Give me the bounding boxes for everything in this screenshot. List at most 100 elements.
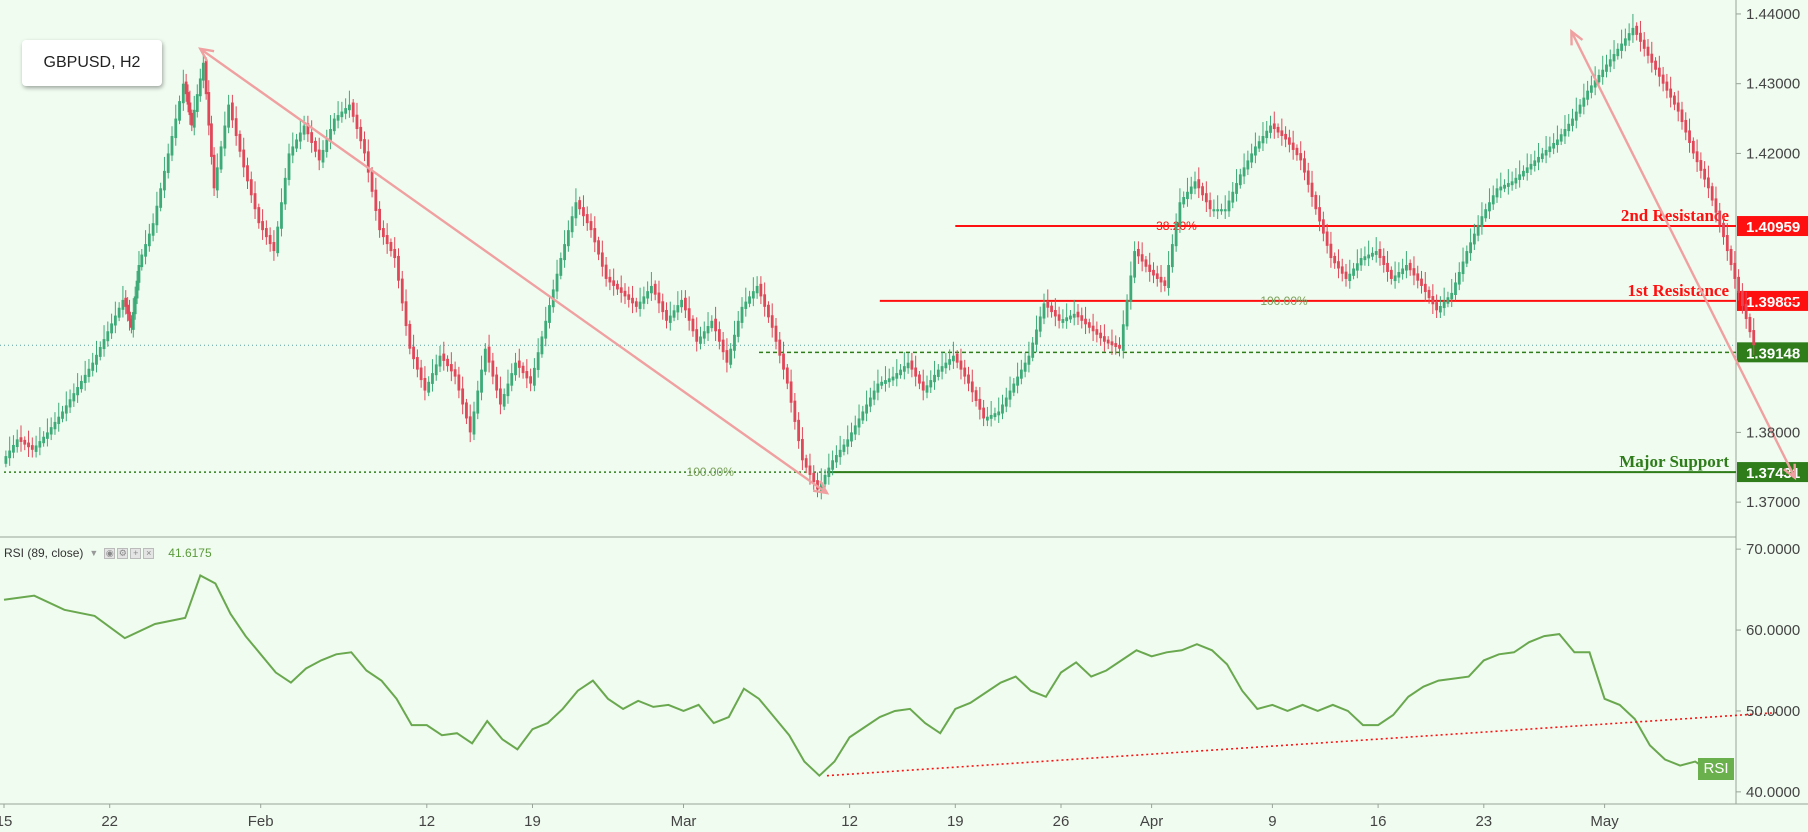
candle-body [272, 241, 276, 252]
candle-body [340, 111, 344, 118]
time-tick-label: May [1590, 813, 1619, 830]
candle-body [95, 354, 98, 365]
price-tick-label: 1.37000 [1746, 494, 1800, 511]
candle-body [1416, 273, 1420, 281]
candle-body [1061, 319, 1065, 323]
candle-body [295, 139, 298, 149]
candle-body [997, 411, 1001, 416]
candle-body [944, 362, 948, 369]
rsi-tick-label: 50.0000 [1746, 703, 1800, 720]
close-icon[interactable]: × [143, 547, 155, 559]
candle-body [978, 398, 982, 410]
candle-body [653, 283, 657, 295]
candle-body [1695, 151, 1699, 163]
candle-body [348, 104, 351, 111]
candle-body [499, 388, 502, 405]
candle-body [1284, 133, 1288, 140]
candle-body [1140, 254, 1144, 262]
candle-body [1118, 344, 1121, 349]
candle-body [1737, 276, 1741, 293]
candle-body [1216, 209, 1220, 212]
candle-body [1669, 88, 1673, 98]
candle-body [83, 374, 87, 384]
candle-body [1148, 264, 1152, 272]
symbol-label[interactable]: GBPUSD, H2 [22, 40, 162, 86]
candle-body [400, 278, 404, 304]
candle-body [502, 394, 506, 407]
candle-body [857, 418, 861, 428]
candle-body [1491, 195, 1495, 205]
rsi-tick-label: 40.0000 [1746, 784, 1800, 801]
candle-body [487, 346, 491, 363]
candle-body [1476, 224, 1480, 236]
candle-body [1050, 305, 1053, 313]
candle-body [227, 104, 231, 128]
time-tick-label: 22 [101, 813, 118, 830]
candle-body [834, 455, 838, 463]
chevron-down-icon[interactable]: ▼ [89, 548, 99, 558]
candle-body [1103, 336, 1106, 342]
candle-body [823, 474, 827, 485]
candle-body [767, 304, 770, 318]
candle-body [480, 369, 483, 393]
candle-body [974, 390, 978, 402]
candle-body [955, 353, 959, 363]
candle-body [128, 311, 131, 321]
more-icon[interactable]: + [130, 547, 142, 559]
candle-body [198, 78, 202, 97]
candle-body [661, 301, 665, 313]
candle-body [130, 318, 133, 328]
candle-body [431, 373, 434, 384]
rsi-title[interactable]: RSI (89, close) [4, 546, 84, 560]
candle-body [159, 188, 163, 208]
time-tick-label: 9 [1268, 813, 1276, 830]
candle-body [38, 441, 42, 448]
candle-body [434, 364, 438, 376]
candle-body [385, 235, 389, 245]
candle-body [419, 367, 423, 381]
candle-body [1235, 183, 1238, 194]
candle-body [657, 292, 661, 304]
candle-body [1733, 262, 1737, 279]
candle-body [57, 416, 61, 425]
candle-body [1367, 254, 1371, 259]
candle-body [1567, 123, 1571, 132]
price-tick-label: 1.38000 [1746, 424, 1800, 441]
candle-body [1099, 332, 1103, 339]
candle-body [566, 230, 570, 247]
candle-body [1001, 404, 1004, 414]
candle-body [936, 369, 940, 377]
candle-body [1688, 130, 1691, 143]
candle-body [468, 416, 472, 433]
candle-body [899, 369, 902, 376]
price-tag-text-intermediate-level: 1.39148 [1746, 345, 1800, 362]
candle-body [1065, 317, 1069, 322]
candle-body [321, 149, 325, 163]
candle-body [521, 365, 525, 374]
candle-body [887, 378, 891, 383]
candle-body [1499, 186, 1503, 191]
candle-body [1661, 74, 1665, 84]
candle-body [351, 102, 355, 117]
candle-body [808, 465, 812, 475]
visibility-icon[interactable]: ◉ [104, 547, 116, 559]
candle-body [1533, 160, 1537, 166]
candle-body [178, 101, 181, 121]
candle-body [1423, 283, 1427, 293]
candle-body [53, 421, 57, 430]
candle-body [155, 205, 159, 226]
candle-body [1303, 158, 1306, 173]
time-tick-label: Mar [671, 813, 697, 830]
candle-body [1080, 315, 1084, 321]
candle-body [1601, 69, 1605, 78]
candle-body [1718, 210, 1722, 225]
candle-body [578, 200, 582, 210]
candle-body [1593, 80, 1597, 88]
candle-body [1597, 74, 1601, 83]
candle-body [1431, 296, 1435, 305]
candle-body [1386, 262, 1389, 272]
candle-body [1091, 325, 1095, 332]
settings-icon[interactable]: ⚙ [117, 547, 129, 559]
candle-body [1178, 202, 1182, 226]
candle-body [831, 460, 835, 470]
